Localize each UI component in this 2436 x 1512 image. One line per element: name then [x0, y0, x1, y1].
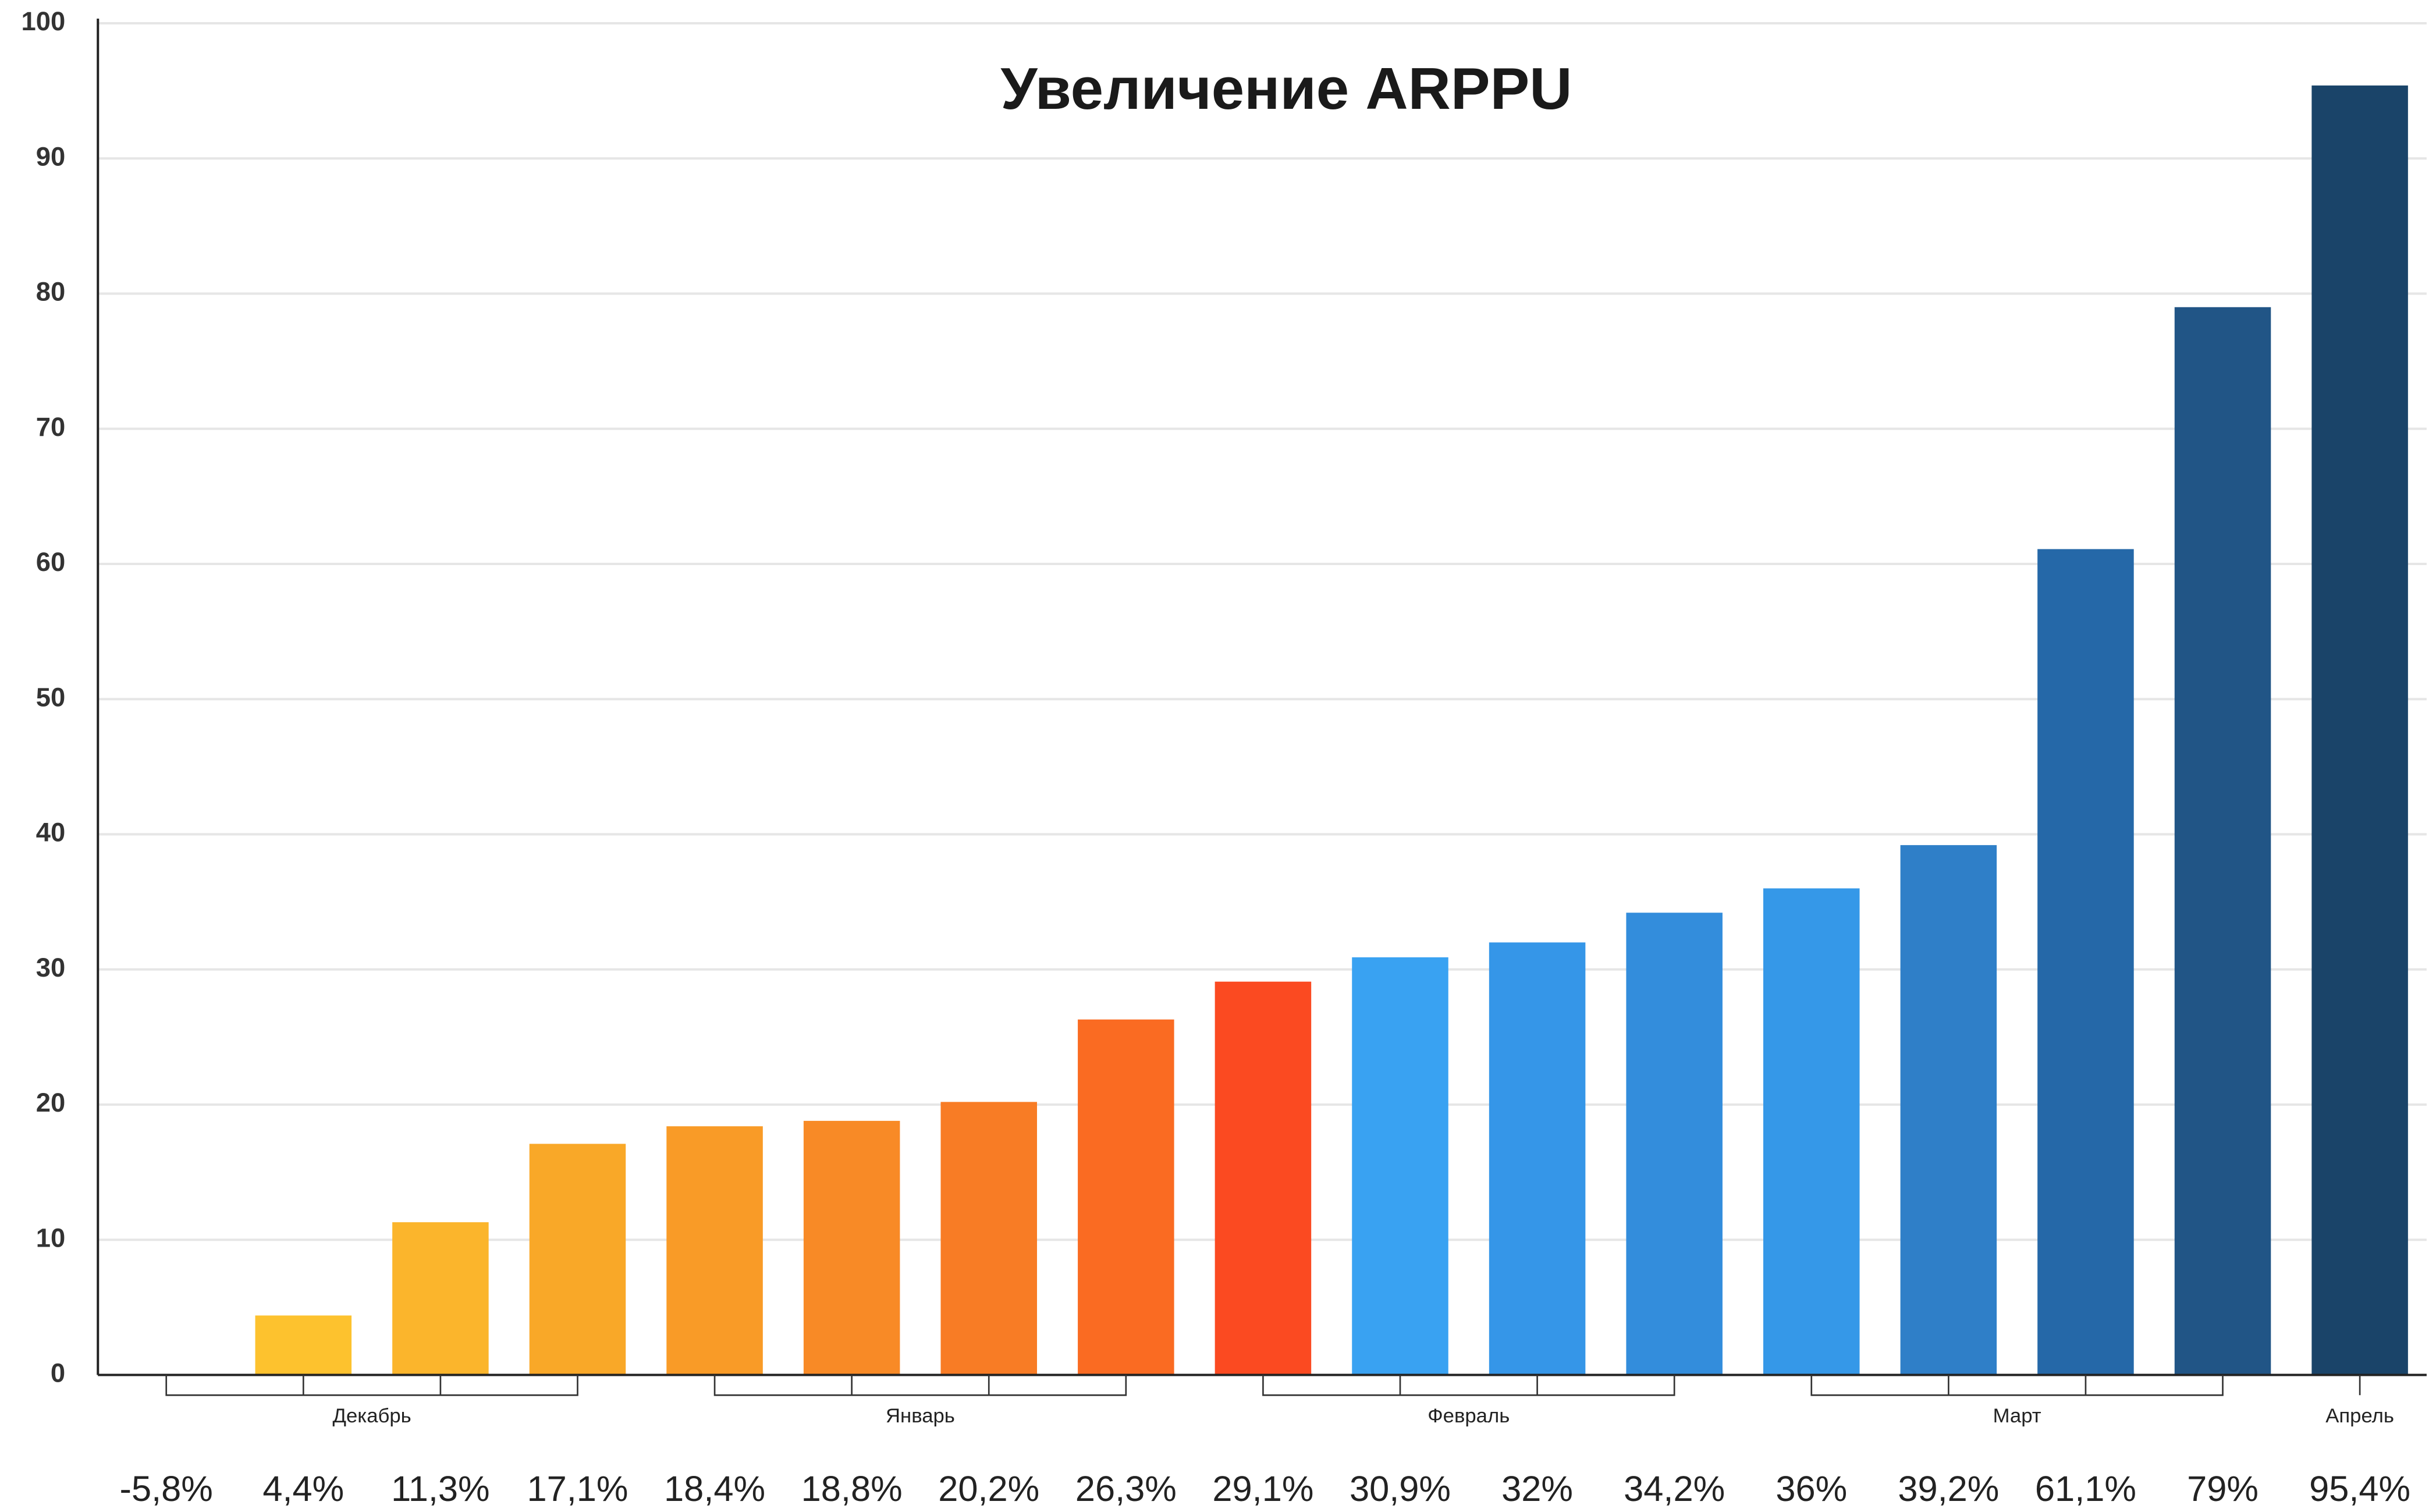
y-tick-label: 100 [21, 6, 65, 36]
value-label: 34,2% [1624, 1469, 1725, 1509]
bar [392, 1222, 489, 1375]
bars [118, 85, 2408, 1375]
bar [2037, 549, 2134, 1375]
value-label: 29,1% [1212, 1469, 1313, 1509]
group-bracket [165, 1375, 578, 1396]
group-label: Апрель [2325, 1405, 2394, 1427]
value-label: 18,4% [664, 1469, 765, 1509]
bar [2174, 307, 2271, 1375]
group-label: Февраль [1427, 1405, 1510, 1427]
group-label: Январь [886, 1405, 955, 1427]
y-tick-label: 0 [51, 1358, 65, 1388]
bar [529, 1144, 626, 1375]
y-tick-label: 70 [36, 412, 65, 442]
value-label: 30,9% [1350, 1469, 1451, 1509]
chart-title: Увеличение ARPPU [1000, 56, 1572, 122]
bar [940, 1102, 1037, 1375]
value-label: -5,8% [120, 1469, 213, 1509]
value-label: 36% [1775, 1469, 1847, 1509]
bar [255, 1315, 352, 1375]
y-tick-label: 60 [36, 547, 65, 577]
value-label: 4,4% [262, 1469, 344, 1509]
value-label: 39,2% [1898, 1469, 1999, 1509]
group-label: Март [1993, 1405, 2041, 1427]
bar [666, 1126, 763, 1375]
value-label: 20,2% [938, 1469, 1039, 1509]
value-label: 79% [2187, 1469, 2259, 1509]
value-label: 11,3% [391, 1469, 489, 1509]
group-bracket [1810, 1375, 2224, 1396]
bar [2311, 85, 2408, 1375]
group-bracket [713, 1375, 1127, 1396]
y-tick-label: 90 [36, 141, 65, 171]
bar [1078, 1019, 1174, 1375]
bar [1900, 845, 1997, 1375]
y-tick-label: 80 [36, 277, 65, 307]
bar [1489, 942, 1586, 1375]
value-label: 95,4% [2309, 1469, 2410, 1509]
bar [1763, 888, 1860, 1375]
value-label: 18,8% [801, 1469, 903, 1509]
y-tick-label: 20 [36, 1088, 65, 1117]
value-label: 17,1% [527, 1469, 628, 1509]
bar [1352, 957, 1448, 1375]
bar [1215, 981, 1312, 1375]
value-label: 32% [1501, 1469, 1573, 1509]
value-label: 26,3% [1075, 1469, 1177, 1509]
y-tick-label: 30 [36, 953, 65, 982]
group-bracket [1262, 1375, 1675, 1396]
bar [803, 1120, 900, 1375]
y-tick-label: 10 [36, 1223, 65, 1252]
y-tick-label: 40 [36, 818, 65, 847]
value-label: 61,1% [2035, 1469, 2136, 1509]
group-label: Декабрь [332, 1405, 411, 1427]
bar [1626, 913, 1723, 1375]
y-tick-label: 50 [36, 682, 65, 712]
